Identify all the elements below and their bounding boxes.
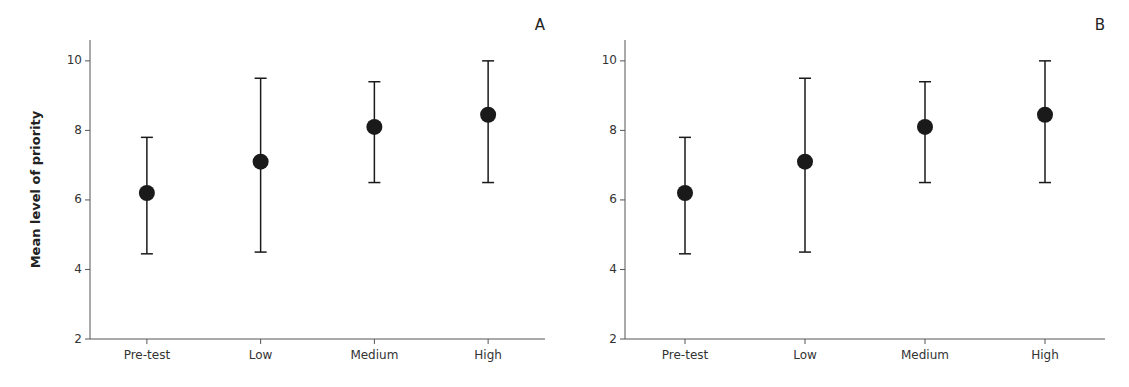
x-axis-line bbox=[90, 339, 545, 340]
y-tick bbox=[85, 60, 90, 61]
y-tick-label: 2 bbox=[609, 332, 617, 346]
y-tick-label: 6 bbox=[74, 192, 82, 206]
y-axis-line bbox=[625, 40, 626, 339]
point bbox=[917, 119, 933, 135]
y-tick-label: 8 bbox=[609, 123, 617, 137]
panel: 2 4 6 8 10 Pre-test Low Medium High Mean level of… bbox=[28, 16, 546, 362]
x-tick bbox=[260, 339, 261, 344]
x-tick bbox=[685, 339, 686, 344]
y-tick bbox=[85, 199, 90, 200]
point bbox=[480, 107, 496, 123]
x-tick bbox=[1045, 339, 1046, 344]
point bbox=[1037, 107, 1053, 123]
x-tick-label: Medium bbox=[350, 348, 398, 362]
y-tick-label: 8 bbox=[74, 123, 82, 137]
point bbox=[253, 154, 269, 170]
y-tick bbox=[620, 199, 625, 200]
x-tick-label: Medium bbox=[901, 348, 949, 362]
point bbox=[677, 185, 693, 201]
y-tick-label: 6 bbox=[609, 192, 617, 206]
x-tick bbox=[488, 339, 489, 344]
y-tick bbox=[620, 339, 625, 340]
x-tick-label: Low bbox=[793, 348, 817, 362]
x-tick-label: Pre-test bbox=[124, 348, 171, 362]
point bbox=[139, 185, 155, 201]
x-tick bbox=[925, 339, 926, 344]
y-tick-label: 4 bbox=[609, 262, 617, 276]
point bbox=[797, 154, 813, 170]
point bbox=[366, 119, 382, 135]
y-tick bbox=[85, 339, 90, 340]
x-tick bbox=[805, 339, 806, 344]
y-tick bbox=[85, 130, 90, 131]
y-tick-label: 2 bbox=[74, 332, 82, 346]
y-tick-label: 4 bbox=[74, 262, 82, 276]
panel-label: A bbox=[535, 16, 546, 34]
y-tick-label: 10 bbox=[602, 53, 617, 67]
y-tick bbox=[620, 269, 625, 270]
chart-canvas: 2 4 6 8 10 Pre-test Low Medium High Mean level of… bbox=[0, 0, 1129, 387]
x-tick-label: Pre-test bbox=[662, 348, 709, 362]
y-tick bbox=[85, 269, 90, 270]
x-axis-line bbox=[625, 339, 1105, 340]
panel: 2 4 6 8 10 Pre-test Low Medium High B bbox=[602, 16, 1105, 362]
x-tick bbox=[146, 339, 147, 344]
y-axis-line bbox=[90, 40, 91, 339]
y-axis-label: Mean level of priority bbox=[28, 110, 43, 268]
y-tick bbox=[620, 60, 625, 61]
y-tick-label: 10 bbox=[67, 53, 82, 67]
y-tick bbox=[620, 130, 625, 131]
marks bbox=[677, 61, 1053, 254]
x-tick-label: High bbox=[474, 348, 502, 362]
panel-label: B bbox=[1095, 16, 1105, 34]
x-tick-label: Low bbox=[249, 348, 273, 362]
x-tick bbox=[374, 339, 375, 344]
x-tick-label: High bbox=[1031, 348, 1059, 362]
marks bbox=[139, 61, 496, 254]
